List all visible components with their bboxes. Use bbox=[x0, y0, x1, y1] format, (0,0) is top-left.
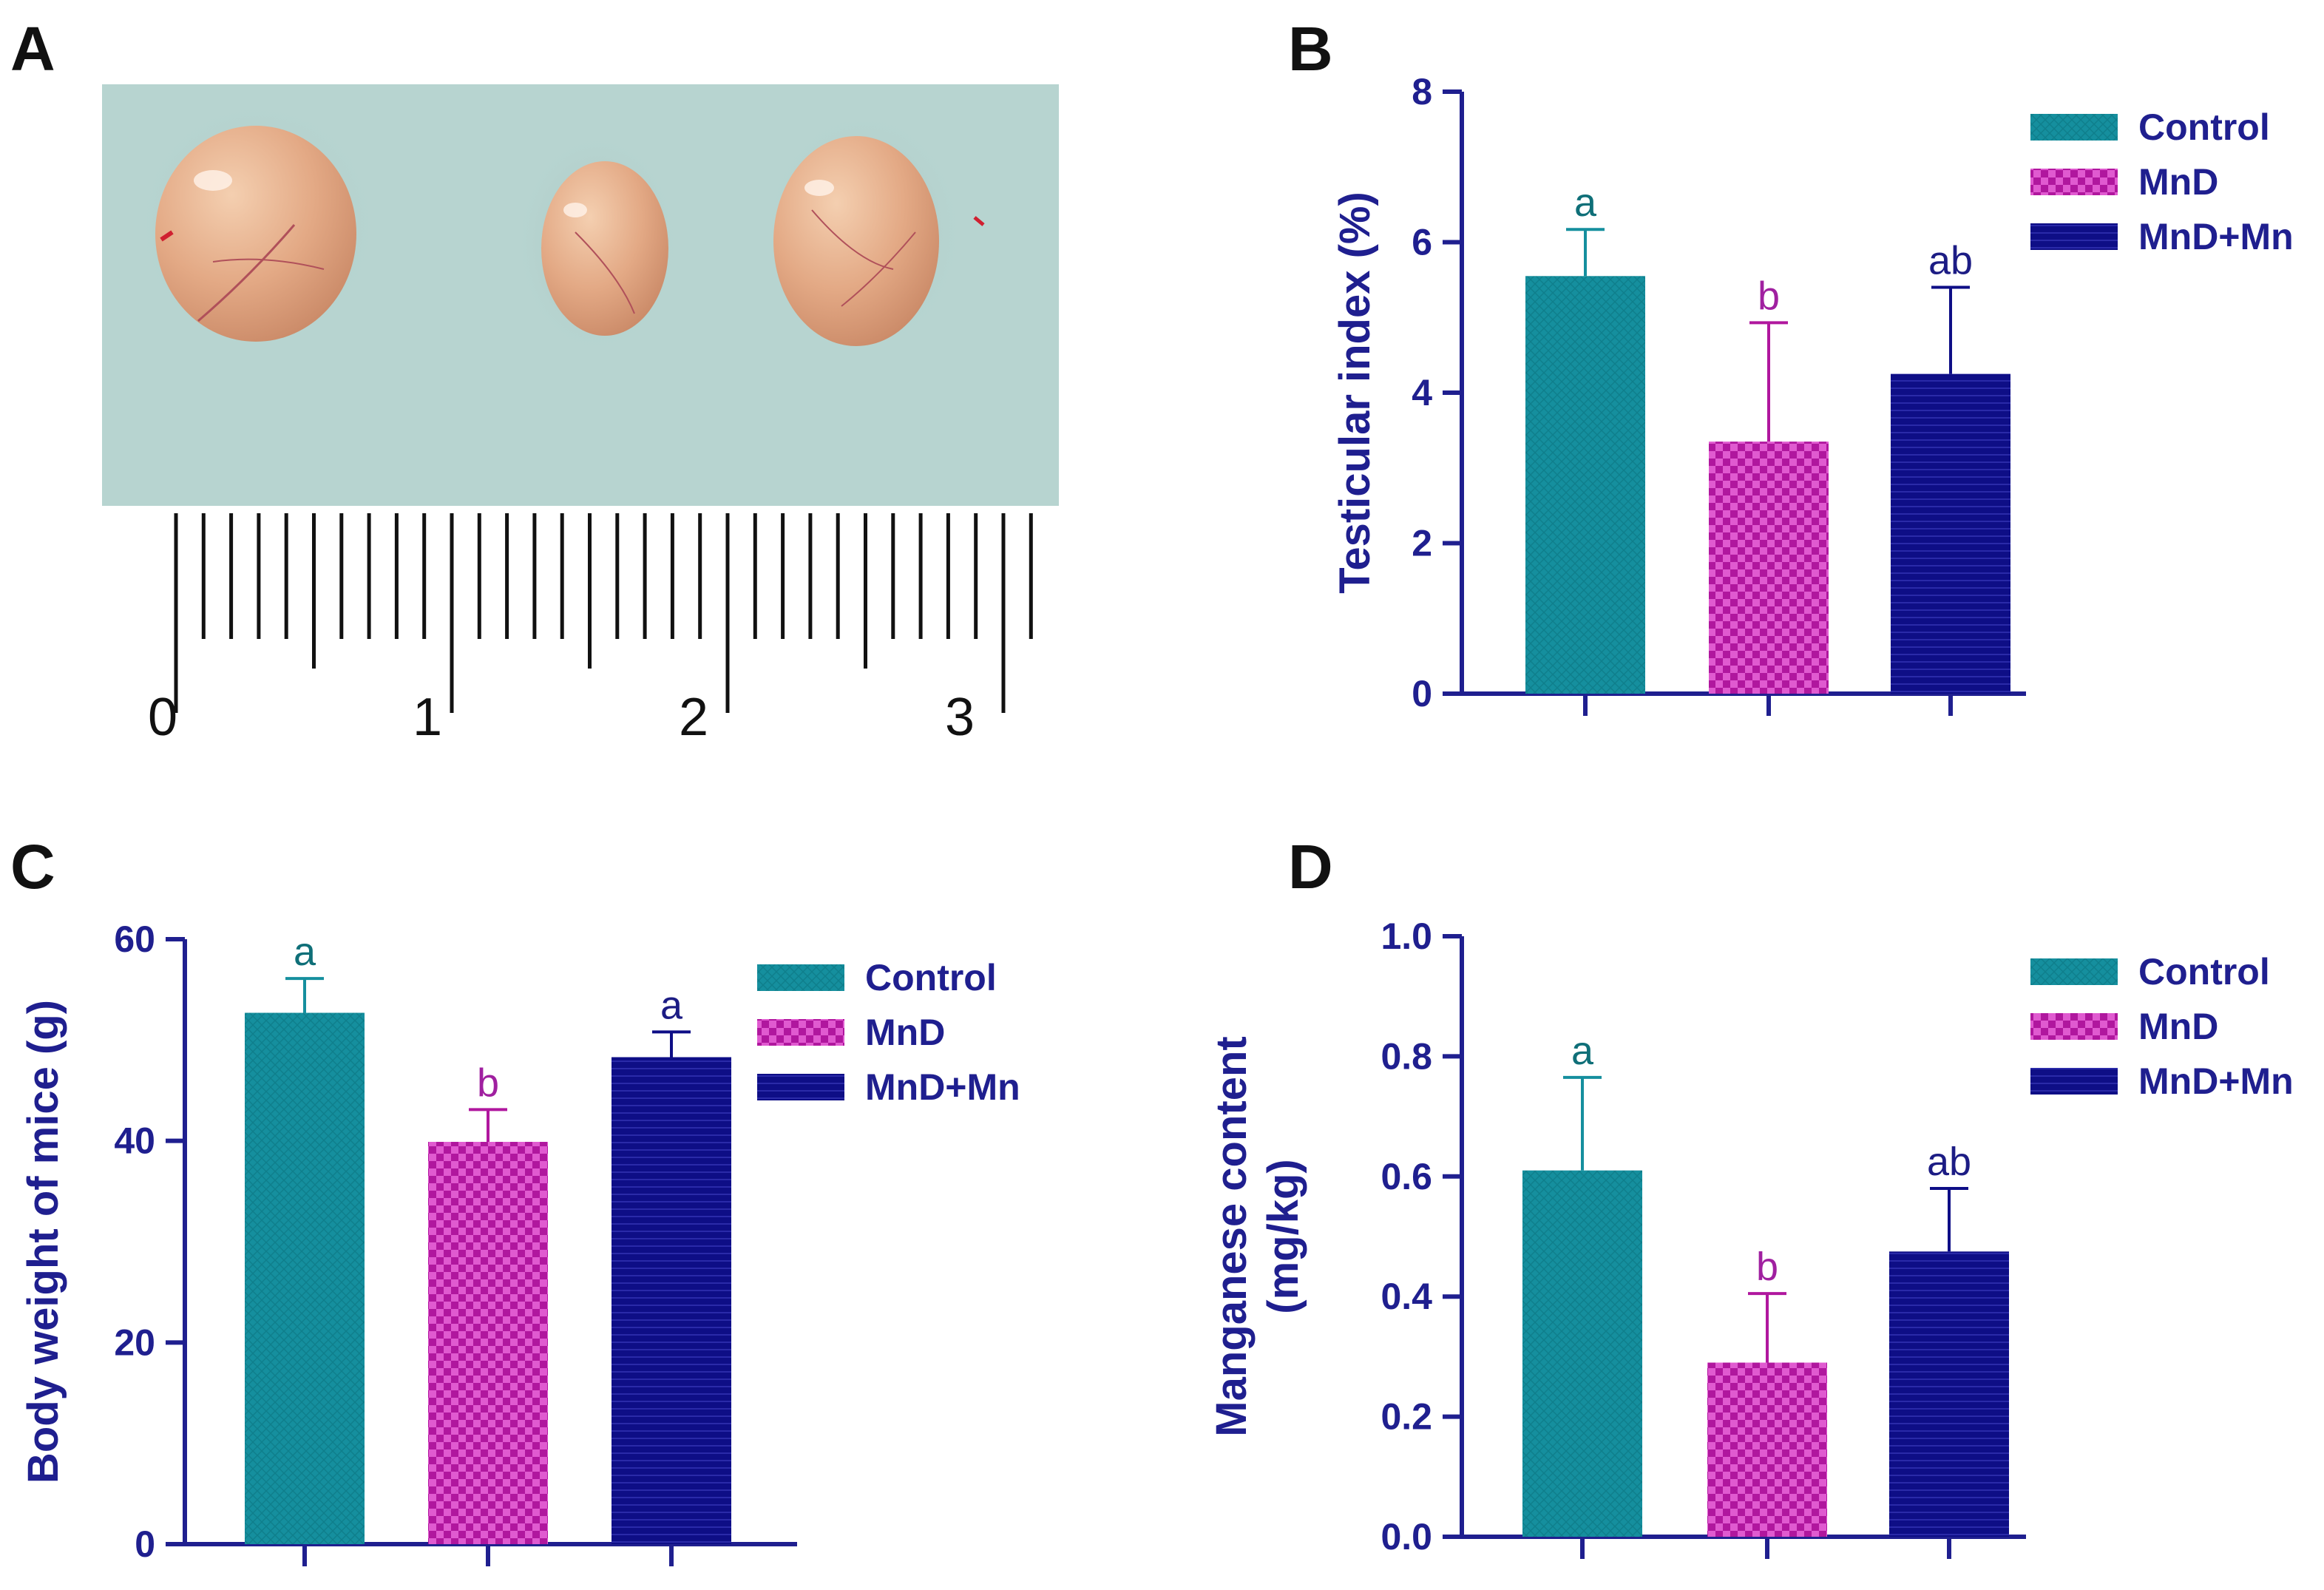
legend-swatch bbox=[757, 964, 844, 991]
legend-label: MnD+Mn bbox=[2138, 1060, 2294, 1102]
ruler-number: 2 bbox=[679, 688, 708, 747]
legend-swatch bbox=[2030, 169, 2118, 195]
ruler-number: 0 bbox=[148, 688, 177, 747]
bar-mnd bbox=[1709, 442, 1829, 694]
testis-photo-drawing: 0 1 2 3 bbox=[102, 84, 1059, 747]
legend-label: MnD+Mn bbox=[2138, 216, 2294, 257]
bar-mnd bbox=[428, 1142, 548, 1544]
panel-letter-c: C bbox=[10, 832, 55, 901]
y-tick-label: 4 bbox=[1412, 372, 1432, 413]
legend-swatch bbox=[2030, 958, 2118, 985]
legend-swatch bbox=[2030, 223, 2118, 250]
y-tick-label: 0 bbox=[135, 1523, 155, 1565]
significance-label: a bbox=[1571, 1029, 1594, 1073]
legend-label: Control bbox=[2138, 106, 2270, 148]
y-tick-label: 20 bbox=[114, 1322, 155, 1363]
significance-label: a bbox=[1574, 180, 1597, 225]
y-tick-label: 40 bbox=[114, 1120, 155, 1162]
testis-photo: 0 1 2 3 bbox=[102, 84, 1059, 747]
ruler-number: 1 bbox=[413, 688, 442, 747]
legend-swatch bbox=[757, 1074, 844, 1100]
legend-swatch bbox=[2030, 114, 2118, 141]
significance-label: b bbox=[1758, 274, 1780, 318]
y-axis-label: Testicular index (%) bbox=[1331, 192, 1379, 594]
y-tick-label: 2 bbox=[1412, 523, 1432, 564]
bar-control bbox=[245, 1012, 365, 1544]
ruler bbox=[102, 506, 1059, 747]
legend-label: Control bbox=[2138, 951, 2270, 992]
ruler-number: 3 bbox=[945, 688, 975, 747]
y-tick-label: 1.0 bbox=[1380, 916, 1432, 957]
bar-mnd bbox=[1707, 1362, 1827, 1537]
panel-letter-d: D bbox=[1288, 832, 1333, 901]
bar-mnd-mn bbox=[1889, 1251, 2009, 1537]
y-tick-label: 60 bbox=[114, 919, 155, 960]
y-tick-label: 8 bbox=[1412, 71, 1432, 112]
legend-label: MnD bbox=[2138, 1006, 2218, 1047]
bar-mnd-mn bbox=[1891, 373, 2010, 694]
y-tick-label: 0.4 bbox=[1380, 1276, 1432, 1317]
panel-letter-a: A bbox=[10, 14, 55, 84]
significance-label: b bbox=[477, 1060, 499, 1105]
bar-control bbox=[1522, 1170, 1642, 1537]
significance-label: ab bbox=[1928, 239, 1973, 283]
legend-swatch bbox=[2030, 1013, 2118, 1040]
ruler-ticks bbox=[174, 513, 1033, 713]
y-axis-label-unit: (mg/kg) bbox=[1259, 1159, 1307, 1313]
significance-label: a bbox=[660, 983, 683, 1027]
legend-label: MnD+Mn bbox=[865, 1066, 1020, 1108]
legend-label: MnD bbox=[865, 1012, 945, 1053]
legend-swatch bbox=[757, 1019, 844, 1046]
significance-label: a bbox=[294, 930, 316, 974]
significance-label: b bbox=[1756, 1245, 1778, 1289]
legend-swatch bbox=[2030, 1068, 2118, 1095]
y-tick-label: 0.6 bbox=[1380, 1156, 1432, 1197]
bar-control bbox=[1525, 276, 1645, 694]
y-tick-label: 0 bbox=[1412, 673, 1432, 714]
significance-label: ab bbox=[1927, 1140, 1971, 1184]
y-tick-label: 0.2 bbox=[1380, 1396, 1432, 1438]
bar-mnd-mn bbox=[612, 1057, 731, 1544]
panel-letter-b: B bbox=[1288, 14, 1333, 84]
y-tick-label: 0.0 bbox=[1380, 1516, 1432, 1557]
y-tick-label: 0.8 bbox=[1380, 1035, 1432, 1077]
y-tick-label: 6 bbox=[1412, 222, 1432, 263]
y-axis-label: Manganese content bbox=[1207, 1036, 1256, 1436]
legend-label: MnD bbox=[2138, 161, 2218, 203]
legend-label: Control bbox=[865, 957, 997, 998]
y-axis-label: Body weight of mice (g) bbox=[19, 1000, 67, 1484]
